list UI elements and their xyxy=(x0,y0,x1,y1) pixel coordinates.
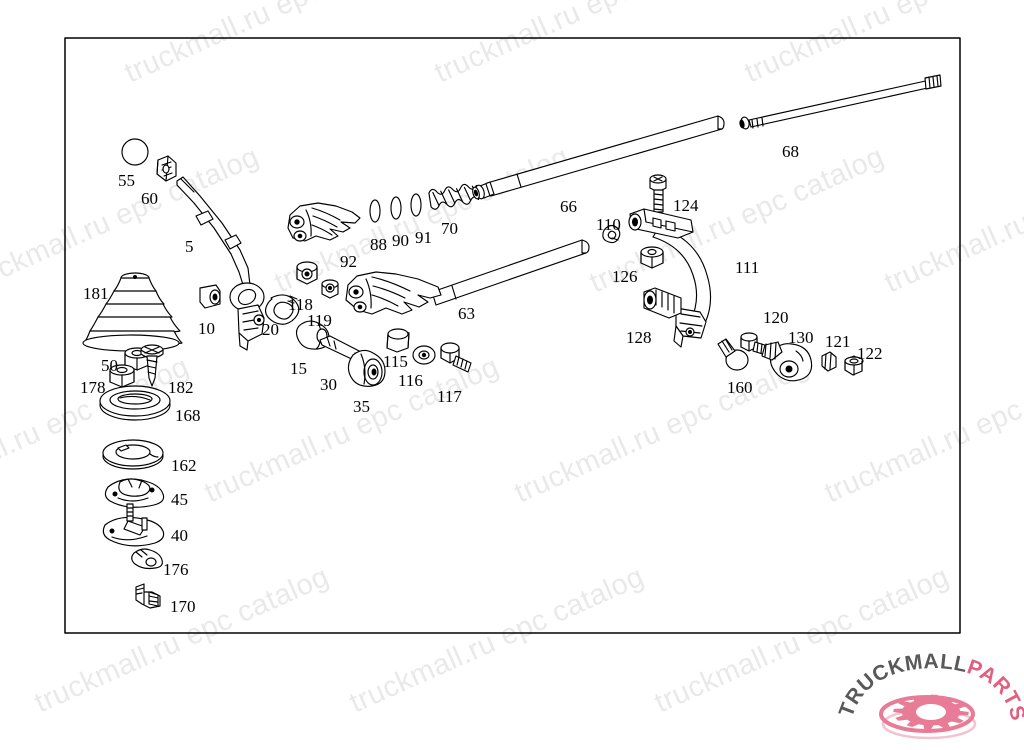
part-number-label: 70 xyxy=(441,219,458,238)
part-cover-plate xyxy=(102,439,164,470)
part-number-label: 124 xyxy=(673,196,699,215)
part-rubber-boot-bellows xyxy=(82,272,183,352)
part-bolt-160 xyxy=(717,338,749,371)
part-hex-nut-118 xyxy=(296,261,318,285)
part-number-label: 88 xyxy=(370,235,387,254)
logo-gear-icon xyxy=(893,694,969,730)
part-number-label: 120 xyxy=(763,308,789,327)
part-shift-rod-63 xyxy=(431,239,590,306)
part-number-label: 116 xyxy=(398,371,423,390)
part-threaded-rod-68 xyxy=(739,74,942,130)
part-selector-fork-lower xyxy=(345,271,442,315)
part-number-label: 60 xyxy=(141,189,158,208)
part-number-label: 122 xyxy=(857,344,883,363)
part-number-label: 90 xyxy=(392,231,409,250)
part-number-label: 45 xyxy=(171,490,188,509)
part-number-label: 20 xyxy=(262,320,279,339)
part-number-label: 115 xyxy=(383,352,408,371)
part-clamp-bracket xyxy=(131,548,163,570)
part-number-label: 92 xyxy=(340,252,357,271)
part-number-label: 55 xyxy=(118,171,135,190)
part-washer-116 xyxy=(412,345,436,365)
part-hex-nut-122 xyxy=(844,355,864,376)
part-number-label: 176 xyxy=(163,560,189,579)
part-shift-knob xyxy=(121,138,149,166)
part-number-label: 5 xyxy=(185,237,194,256)
part-number-label: 40 xyxy=(171,526,188,545)
part-rubber-sleeve-128 xyxy=(643,287,682,319)
part-hex-nut-126 xyxy=(640,246,664,269)
part-o-ring-88 xyxy=(369,199,381,223)
part-ball-joint-130 xyxy=(761,341,813,382)
part-number-label: 91 xyxy=(415,228,432,247)
part-number-label: 15 xyxy=(290,359,307,378)
part-seal-ring-plate xyxy=(99,385,171,421)
part-number-label: 68 xyxy=(782,142,799,161)
part-number-label: 181 xyxy=(83,284,109,303)
part-number-label: 63 xyxy=(458,304,475,323)
part-number-label: 160 xyxy=(727,378,753,397)
part-number-label: 119 xyxy=(307,311,332,330)
part-bearing-plate xyxy=(104,478,165,508)
part-knob-collar xyxy=(156,155,177,182)
part-bolt-124 xyxy=(649,174,667,213)
logo-disc xyxy=(879,695,975,733)
part-number-label: 182 xyxy=(168,378,194,397)
part-number-label: 10 xyxy=(198,319,215,338)
part-angle-bracket xyxy=(135,583,161,609)
part-number-label: 110 xyxy=(596,215,621,234)
part-number-label: 118 xyxy=(288,295,313,314)
part-number-label: 121 xyxy=(825,332,851,351)
part-rubber-bushing xyxy=(347,349,386,387)
part-self-tapping-screw xyxy=(140,344,164,387)
part-selector-fork-upper xyxy=(287,202,361,242)
part-washer-121 xyxy=(821,351,837,372)
part-number-label: 30 xyxy=(320,375,337,394)
part-o-ring-90 xyxy=(390,196,402,220)
part-spacer-sleeve xyxy=(386,328,410,353)
part-number-label: 168 xyxy=(175,406,201,425)
part-curved-bracket xyxy=(628,208,712,348)
truckmallparts-logo: TRUCKMALLPARTS xyxy=(835,650,1024,747)
part-number-label: 35 xyxy=(353,397,370,416)
part-hex-nut-178 xyxy=(109,364,135,388)
diagram-border xyxy=(64,37,961,634)
logo-svg: TRUCKMALLPARTS xyxy=(835,650,1024,740)
part-snap-ring xyxy=(264,294,300,325)
part-number-label: 170 xyxy=(170,597,196,616)
part-number-label: 126 xyxy=(612,267,638,286)
part-number-label: 117 xyxy=(437,387,462,406)
part-shift-rod-66 xyxy=(472,115,725,200)
part-number-label: 130 xyxy=(788,328,814,347)
part-number-label: 50 xyxy=(101,356,118,375)
part-number-label: 111 xyxy=(735,258,760,277)
part-bolt-117 xyxy=(440,342,472,373)
part-retaining-clip xyxy=(602,224,621,244)
part-washer-119 xyxy=(321,279,339,299)
part-base-plate xyxy=(102,503,165,547)
part-number-label: 162 xyxy=(171,456,197,475)
part-number-label: 128 xyxy=(626,328,652,347)
part-o-ring-91 xyxy=(410,193,422,217)
part-number-label: 178 xyxy=(80,378,106,397)
part-gear-shift-lever xyxy=(176,176,265,351)
part-number-label: 66 xyxy=(560,197,577,216)
part-bushing-small xyxy=(199,284,221,309)
